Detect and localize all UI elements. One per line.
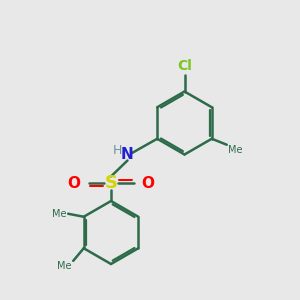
Text: N: N [121, 147, 134, 162]
Text: S: S [104, 174, 118, 192]
Text: Me: Me [228, 145, 243, 155]
Text: Cl: Cl [177, 59, 192, 74]
Text: Me: Me [52, 209, 67, 219]
Text: O: O [68, 176, 80, 190]
Text: Me: Me [57, 261, 72, 272]
Text: H: H [113, 144, 123, 158]
Text: O: O [142, 176, 154, 190]
